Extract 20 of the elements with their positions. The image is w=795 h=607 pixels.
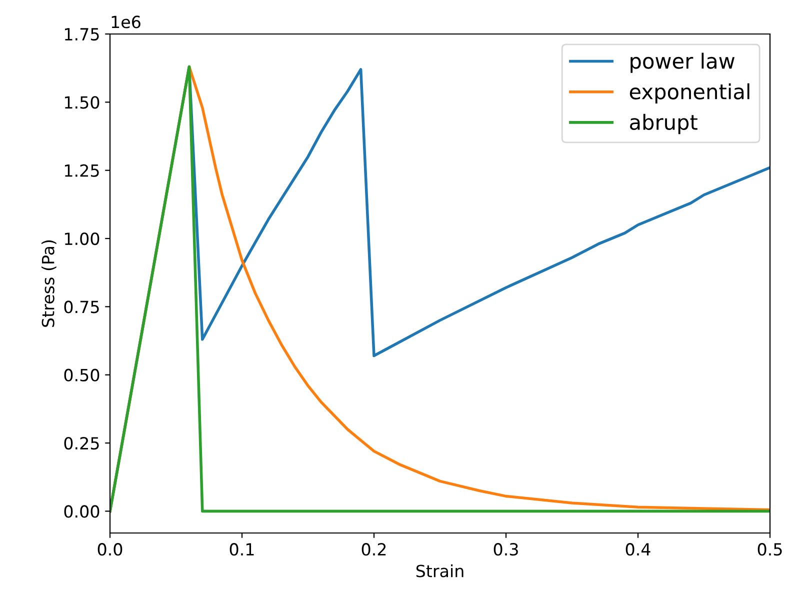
text: 1e6: [112, 16, 140, 28]
x-tick-label: 0.0: [98, 543, 122, 556]
legend-label: abrupt: [630, 114, 698, 134]
y-tick-label: 1.25: [65, 164, 99, 177]
legend-label: exponential: [630, 83, 750, 104]
y-tick-label: 1.50: [65, 96, 100, 109]
y-tick-label: 1.75: [65, 28, 99, 41]
y-tick-label: 0.00: [64, 505, 100, 518]
y-axis-title: Stress (Pa): [42, 240, 56, 327]
y-tick-label: 1.00: [65, 232, 100, 246]
x-axis-title: Strain: [416, 564, 464, 578]
y-tick-label: 0.25: [64, 436, 99, 450]
x-tick-label: 0.2: [362, 543, 386, 556]
x-tick-label: 0.5: [758, 543, 782, 556]
x-tick-label: 0.1: [230, 543, 254, 556]
y-tick-label: 0.50: [64, 368, 100, 382]
x-tick-label: 0.4: [626, 543, 650, 556]
x-tick-label: 0.3: [494, 543, 518, 556]
y-tick-label: 0.75: [64, 300, 99, 314]
legend-label: power law: [630, 52, 734, 73]
